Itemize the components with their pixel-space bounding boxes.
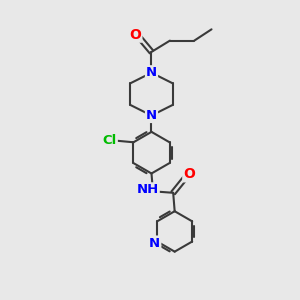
Text: N: N: [146, 109, 157, 122]
Text: N: N: [149, 236, 160, 250]
Text: NH: NH: [136, 183, 159, 196]
Text: N: N: [146, 66, 157, 79]
Text: Cl: Cl: [103, 134, 117, 147]
Text: O: O: [130, 28, 141, 42]
Text: O: O: [183, 167, 195, 182]
